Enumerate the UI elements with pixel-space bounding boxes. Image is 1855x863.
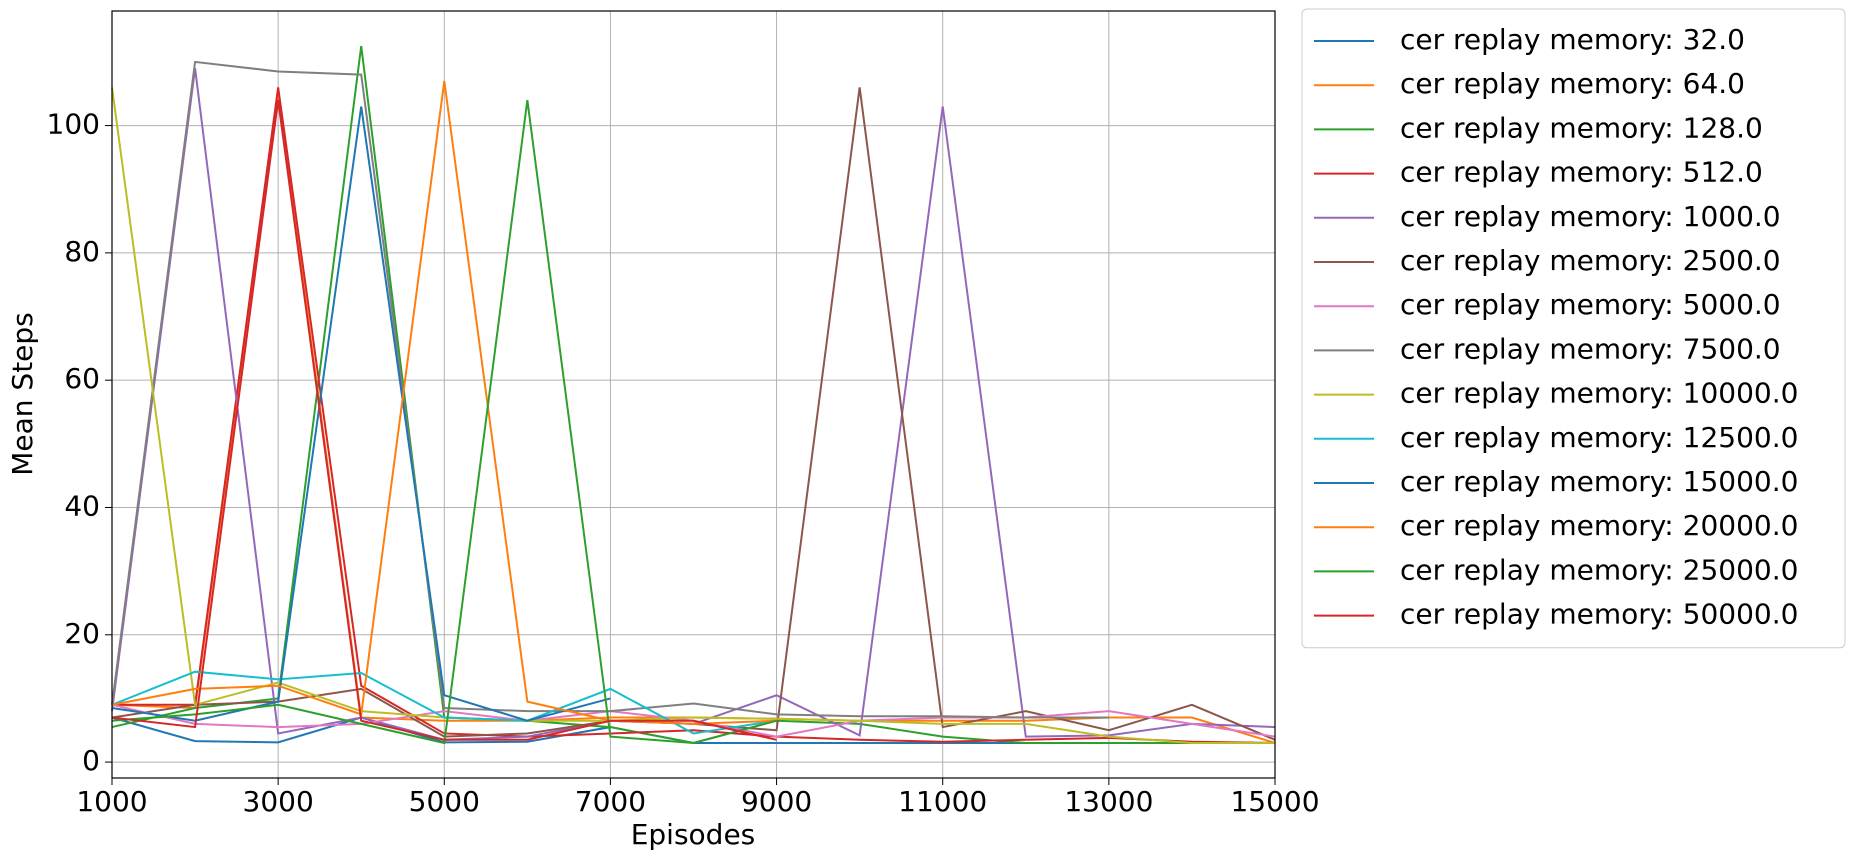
y-axis-label: Mean Steps [6, 312, 39, 476]
y-tick-label: 60 [64, 362, 100, 395]
y-tick-label: 80 [64, 235, 100, 268]
y-tick-label: 0 [82, 744, 100, 777]
legend-label: cer replay memory: 10000.0 [1400, 377, 1798, 410]
series-line [111, 99, 777, 741]
series-line [111, 60, 1109, 719]
x-tick-label: 7000 [575, 785, 646, 818]
x-axis-label: Episodes [631, 818, 756, 851]
legend-label: cer replay memory: 32.0 [1400, 23, 1745, 56]
legend-label: cer replay memory: 5000.0 [1400, 288, 1781, 321]
x-tick-label: 3000 [243, 785, 314, 818]
x-tick-label: 11000 [898, 785, 987, 818]
series-line [111, 106, 611, 722]
legend-label: cer replay memory: 25000.0 [1400, 553, 1798, 586]
series-line [111, 87, 1275, 744]
x-tick-label: 15000 [1230, 785, 1319, 818]
series-line [111, 670, 777, 735]
legend-label: cer replay memory: 128.0 [1400, 111, 1763, 144]
legend-box [1301, 8, 1846, 649]
y-tick-label: 40 [64, 489, 100, 522]
series-line [112, 87, 1276, 744]
x-tick-label: 5000 [409, 785, 480, 818]
x-tick-label: 13000 [1064, 785, 1153, 818]
legend-label: cer replay memory: 2500.0 [1400, 244, 1781, 277]
series-line [111, 80, 777, 725]
legend-label: cer replay memory: 1000.0 [1400, 200, 1781, 233]
legend-label: cer replay memory: 50000.0 [1400, 598, 1798, 631]
legend-label: cer replay memory: 12500.0 [1400, 421, 1798, 454]
legend-label: cer replay memory: 64.0 [1400, 67, 1745, 100]
legend-label: cer replay memory: 15000.0 [1400, 465, 1798, 498]
x-tick-label: 1000 [76, 785, 147, 818]
series-line [111, 99, 777, 745]
legend-label: cer replay memory: 7500.0 [1400, 332, 1781, 365]
legend-label: cer replay memory: 512.0 [1400, 156, 1763, 189]
plot-frame [111, 10, 1276, 779]
legend-label: cer replay memory: 20000.0 [1400, 509, 1798, 542]
x-tick-label: 9000 [741, 785, 812, 818]
y-tick-label: 20 [64, 617, 100, 650]
y-tick-label: 100 [47, 108, 100, 141]
